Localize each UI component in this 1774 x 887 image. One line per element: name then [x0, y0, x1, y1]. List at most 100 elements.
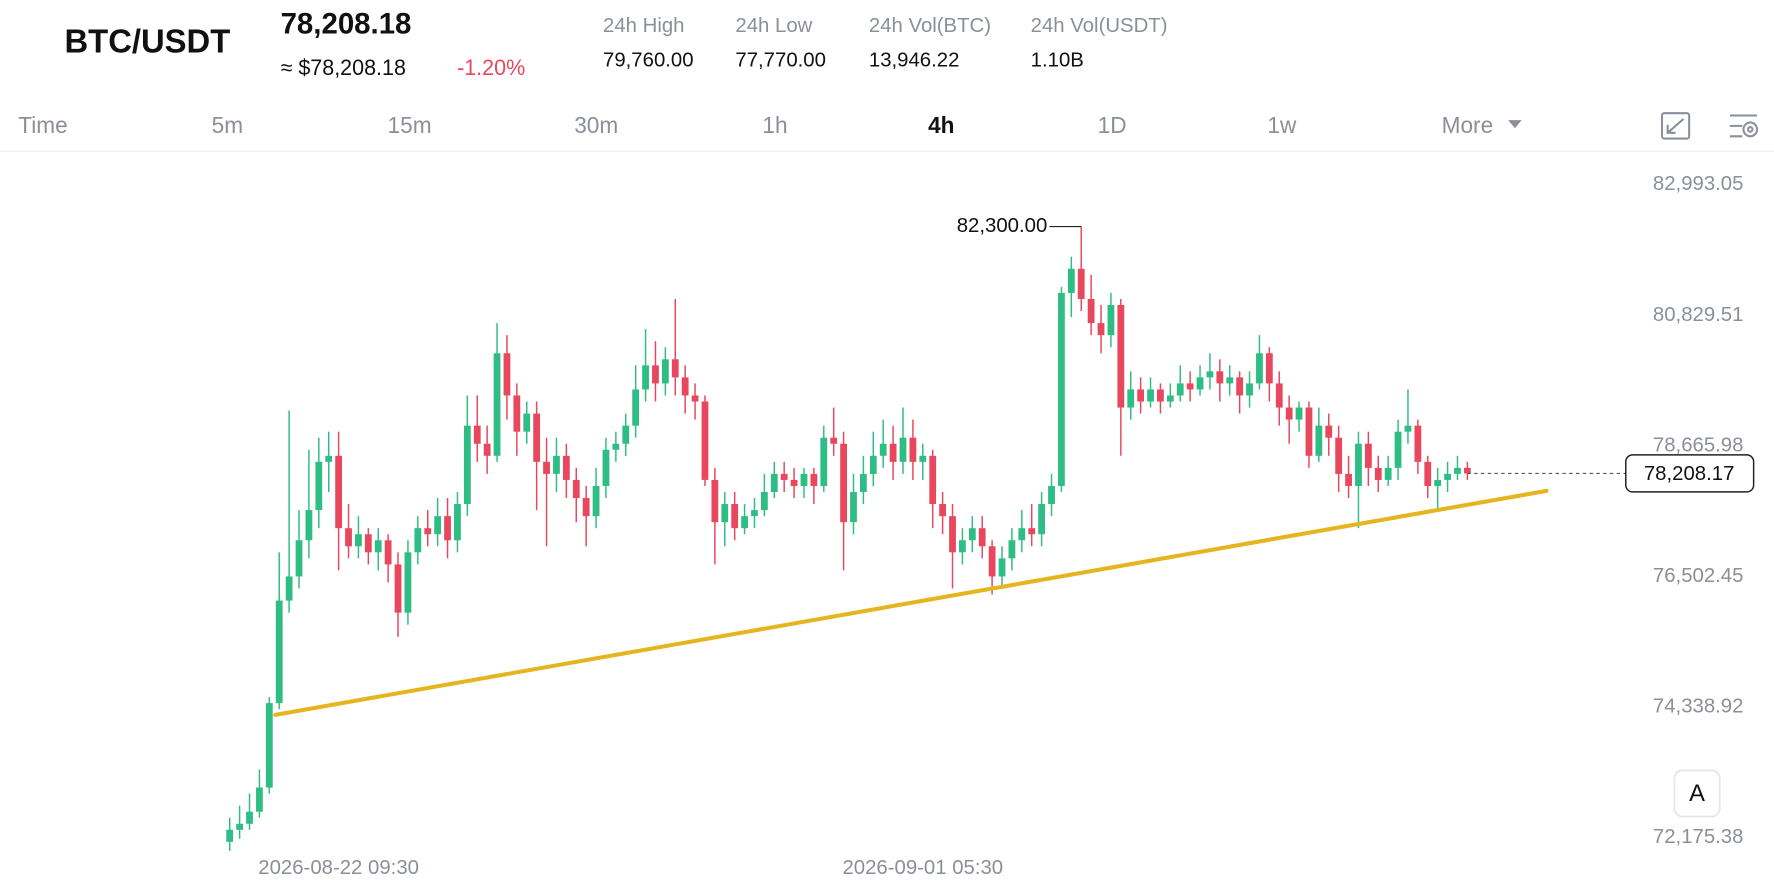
candle-body — [503, 353, 511, 396]
candle-body — [1107, 304, 1115, 336]
scale-button-label[interactable]: A — [1689, 780, 1705, 807]
candle-body — [1196, 377, 1204, 390]
settings-icon[interactable] — [1729, 114, 1759, 138]
candle-body — [335, 455, 343, 529]
y-tick-label: 76,502.45 — [1653, 564, 1744, 587]
candle-body — [493, 353, 501, 456]
candle-body — [305, 510, 313, 541]
candle-body — [1345, 473, 1352, 486]
candle-body — [741, 516, 748, 529]
candle-body — [850, 491, 857, 523]
candle-body — [473, 425, 481, 444]
candle-body — [760, 491, 768, 511]
candle-body — [968, 528, 976, 541]
candle-body — [1176, 383, 1184, 396]
candle-body — [1097, 323, 1105, 336]
candle-body — [602, 449, 610, 486]
candle-body — [463, 425, 471, 505]
candle-body — [899, 437, 907, 462]
stat-value: 13,946.22 — [869, 49, 960, 72]
stat-value: 1.10B — [1031, 49, 1084, 72]
candle-body — [1434, 479, 1442, 486]
interval-tab[interactable]: 30m — [574, 112, 618, 138]
last-price-box — [1625, 454, 1755, 493]
stat-value: 77,770.00 — [735, 49, 826, 72]
candle-body — [355, 534, 362, 547]
candle-body — [859, 473, 867, 492]
candle-body — [553, 455, 560, 474]
candle-body — [998, 558, 1006, 577]
candle-body — [1117, 304, 1125, 408]
candle-body — [444, 516, 451, 541]
candle-body — [949, 516, 956, 553]
candle-body — [364, 534, 372, 553]
candle-body — [988, 546, 996, 577]
candle-body — [800, 473, 808, 486]
candle-body — [909, 437, 917, 462]
candle-body — [434, 516, 442, 535]
interval-tab[interactable]: 1w — [1267, 112, 1296, 138]
candle-body — [1147, 389, 1154, 402]
y-tick-label: 82,993.05 — [1653, 172, 1744, 195]
candle-body — [325, 455, 333, 462]
interval-tab[interactable]: 1h — [762, 112, 787, 138]
candle-body — [731, 504, 739, 529]
stat-label: 24h Low — [735, 14, 812, 37]
candle-body — [414, 528, 422, 553]
candle-body — [592, 485, 600, 517]
price-change: -1.20% — [457, 55, 525, 80]
candle-body — [681, 377, 689, 396]
candle-body — [869, 455, 877, 474]
candle-body — [1028, 528, 1036, 535]
candle-body — [879, 443, 887, 456]
candle-body — [1275, 383, 1283, 408]
candle-body — [256, 787, 263, 812]
candle-body — [1087, 298, 1095, 324]
candle-body — [1444, 473, 1451, 480]
stat-value: 79,760.00 — [603, 49, 694, 72]
candle-body — [691, 395, 699, 402]
interval-tab[interactable]: 4h — [928, 112, 954, 138]
dropdown-arrow — [1508, 120, 1522, 129]
interval-tab[interactable]: 5m — [212, 112, 243, 138]
stat-label: 24h Vol(BTC) — [869, 14, 991, 37]
candle-body — [1285, 407, 1293, 420]
toolbar-icons — [1660, 112, 1759, 140]
chart: 82,993.05 80,829.51 78,665.98 76,502.45 74,3… — [226, 172, 1755, 879]
candle-body — [1018, 528, 1026, 541]
candle-body — [582, 498, 590, 517]
candle-body — [226, 829, 234, 842]
candle-body — [1404, 425, 1412, 432]
candle-body — [770, 473, 778, 492]
fullscreen-icon[interactable] — [1660, 112, 1691, 140]
candle-body — [652, 365, 659, 384]
candle-body — [236, 823, 244, 830]
candle-body — [1315, 425, 1323, 456]
candle-body — [1374, 467, 1382, 480]
candle-body — [285, 576, 293, 601]
interval-tab[interactable]: 15m — [388, 112, 432, 138]
y-tick-label: 78,665.98 — [1653, 433, 1744, 456]
candle-body — [1077, 268, 1085, 299]
interval-tab[interactable]: 1D — [1098, 112, 1127, 138]
interval-tab[interactable]: Time — [18, 112, 67, 138]
candle-body — [642, 365, 649, 390]
candle-body — [1226, 377, 1234, 384]
scale-button[interactable]: A — [1673, 769, 1721, 818]
candle-body — [1127, 389, 1135, 408]
candle-body — [919, 455, 927, 462]
candle-body — [1206, 371, 1214, 378]
last-price-label: 78,208.17 — [1644, 462, 1735, 485]
candle-body — [830, 437, 838, 444]
candle-body — [1295, 407, 1303, 420]
candle-body — [929, 455, 937, 505]
candle-body — [751, 510, 758, 517]
scale-button-box[interactable] — [1673, 769, 1721, 818]
candle-body — [1186, 383, 1194, 390]
candle-body — [1305, 407, 1313, 456]
candle-body — [1067, 268, 1075, 293]
candle-body — [1355, 443, 1362, 486]
interval-tab[interactable]: More — [1442, 112, 1494, 138]
candle-body — [543, 461, 550, 474]
